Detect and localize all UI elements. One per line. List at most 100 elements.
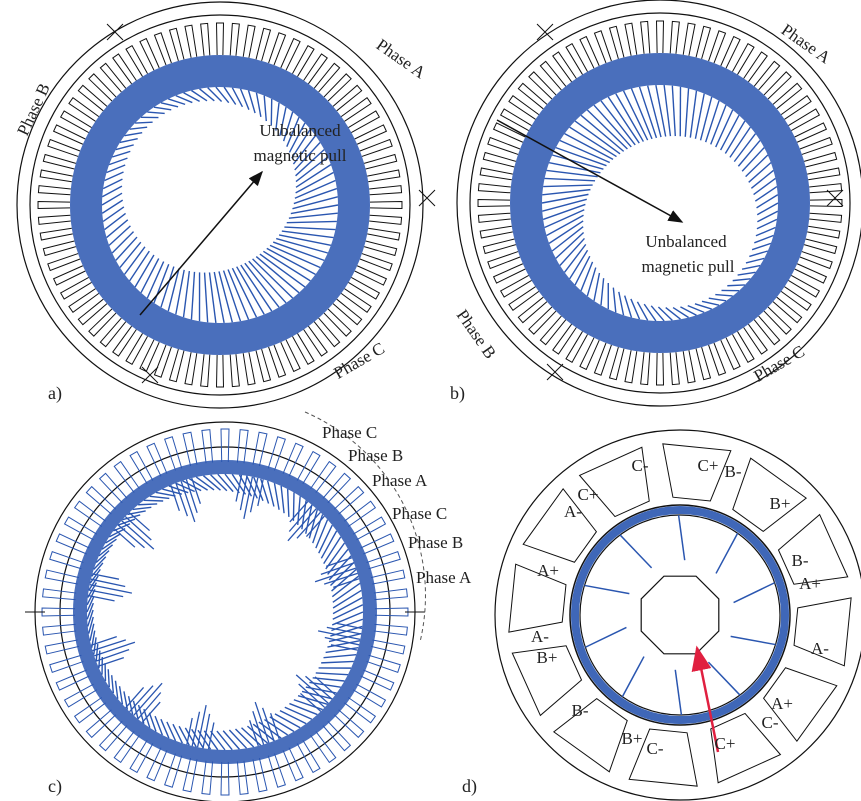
force-arrow [115, 529, 135, 547]
force-arrow [752, 243, 771, 249]
force-arrow [543, 185, 592, 186]
slot [243, 352, 255, 385]
force-arrow [130, 127, 148, 129]
slot [478, 213, 510, 222]
slot [364, 155, 397, 169]
force-arrow [542, 190, 590, 195]
slot-label: B+ [622, 729, 643, 748]
slot [78, 85, 107, 110]
force-arrow [147, 262, 163, 298]
force-arrow [749, 251, 767, 256]
slot [48, 254, 80, 271]
force-arrow [109, 158, 127, 165]
slot [43, 589, 77, 600]
slot [657, 21, 664, 53]
force-arrow [316, 673, 348, 675]
slot [353, 684, 385, 707]
slot [657, 353, 664, 385]
force-arrow [656, 85, 666, 136]
force-arrow [209, 272, 215, 322]
force-arrow [620, 535, 652, 568]
slot [478, 184, 510, 193]
slot [100, 318, 125, 347]
phase-label: Phase B [408, 533, 463, 552]
slot [201, 354, 210, 386]
slot [38, 215, 70, 224]
slot [253, 758, 267, 792]
force-arrow [267, 248, 316, 274]
slot [375, 608, 408, 616]
force-arrow [585, 627, 626, 647]
slot [804, 239, 837, 253]
force-arrow [208, 88, 222, 102]
slot [154, 33, 171, 65]
force-arrow [275, 714, 300, 728]
force-arrow [664, 85, 670, 136]
force-arrow [156, 492, 176, 496]
force-arrow [138, 504, 157, 505]
slot [78, 299, 107, 324]
force-arrow [601, 278, 604, 305]
phase-label: Phase C [392, 504, 447, 523]
force-arrow [289, 213, 338, 218]
slot [170, 28, 184, 61]
force-arrow [256, 93, 260, 117]
force-arrow [120, 139, 138, 143]
force-arrow [734, 134, 755, 162]
phase-tick [419, 190, 435, 206]
force-arrow [191, 272, 194, 320]
force-arrow [186, 480, 197, 513]
slot [113, 326, 137, 356]
slot-label: C+ [698, 456, 719, 475]
slot [42, 608, 75, 616]
force-arrow [168, 99, 185, 104]
slot [744, 324, 768, 354]
force-arrow [109, 226, 130, 245]
slot-label: B- [572, 701, 589, 720]
force-arrow [102, 200, 122, 213]
force-arrow [245, 263, 279, 307]
force-arrow [754, 236, 773, 243]
slot [800, 252, 832, 269]
slot [45, 640, 79, 654]
force-arrow [223, 731, 239, 750]
force-arrow [756, 228, 776, 236]
slot [361, 534, 394, 554]
slot [488, 137, 520, 154]
slot [781, 96, 811, 120]
force-arrow [94, 637, 96, 654]
slot-label: C- [647, 739, 664, 758]
slot [764, 72, 791, 99]
force-arrow [229, 730, 246, 748]
force-arrow [651, 306, 664, 321]
force-arrow [258, 479, 263, 506]
slot [237, 761, 248, 795]
force-arrow [274, 483, 279, 510]
force-arrow [731, 636, 776, 644]
force-arrow [711, 105, 726, 144]
slot [230, 23, 239, 55]
slot-label: C+ [715, 734, 736, 753]
slot-label: A- [531, 627, 549, 646]
force-arrow [205, 273, 208, 323]
slot-label: B- [725, 462, 742, 481]
phase-label: Phase B [13, 80, 54, 138]
force-arrow [240, 476, 247, 510]
force-arrow [288, 489, 289, 517]
slot [361, 670, 394, 690]
force-arrow [115, 681, 117, 699]
slot [696, 26, 710, 59]
slot [374, 624, 408, 635]
slot [800, 137, 832, 154]
force-arrow [746, 258, 764, 263]
force-arrow [270, 717, 294, 732]
phase-label: Phase C [322, 423, 377, 442]
slot [610, 347, 624, 380]
slot [594, 31, 611, 63]
slot [341, 289, 371, 313]
force-arrow [182, 481, 201, 491]
slot [256, 28, 270, 61]
force-arrow [107, 220, 128, 238]
force-arrow [249, 91, 256, 114]
force-arrow [208, 722, 213, 749]
